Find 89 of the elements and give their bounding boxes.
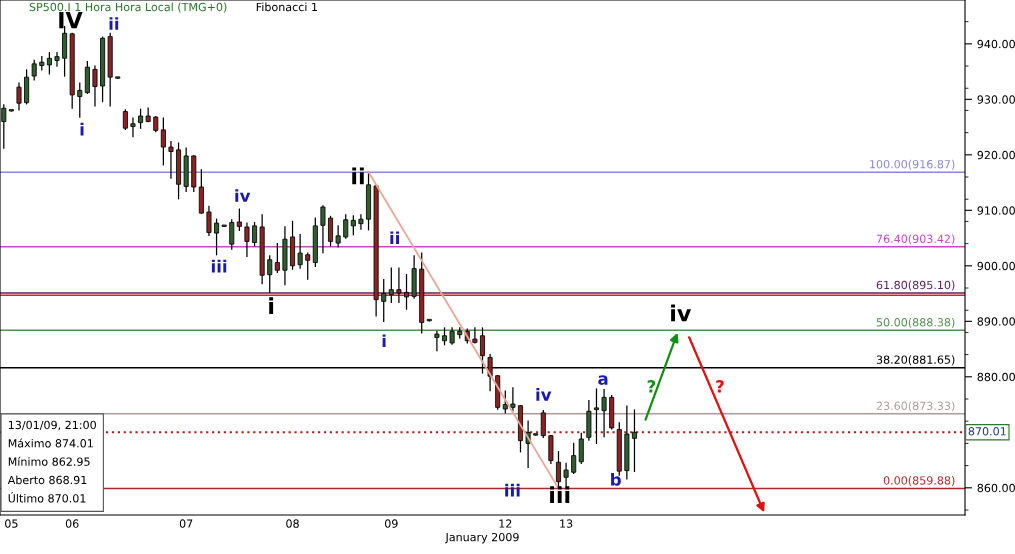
annotation: iv — [536, 387, 552, 401]
candlestick — [396, 267, 402, 304]
candlestick — [404, 274, 410, 310]
candlestick — [274, 243, 280, 274]
candlestick — [267, 255, 273, 294]
candlestick — [578, 432, 584, 465]
annotation: ? — [647, 380, 656, 393]
annotation: ii — [390, 231, 399, 245]
x-tick-label: 09 — [384, 519, 398, 528]
candlestick — [214, 218, 220, 256]
candlestick — [472, 327, 478, 344]
candlestick — [236, 208, 242, 231]
annotation: iii — [211, 259, 227, 273]
candlestick — [46, 52, 52, 75]
ref-line-label: 870.01 — [968, 427, 1006, 436]
y-tick-label: 930.00 — [977, 95, 1015, 104]
chart-subtitle: Fibonacci 1 — [256, 2, 317, 12]
ref-line-label: 100.00(916.87) — [870, 159, 955, 170]
candlestick — [540, 410, 546, 438]
annotation: ii — [109, 17, 119, 30]
candlestick — [563, 462, 569, 488]
annotation: b — [611, 472, 621, 486]
y-tick-label: 940.00 — [977, 39, 1015, 49]
candlestick — [229, 219, 235, 250]
chart-title: SP500.I 1 Hora Hora Local (TMG+0) — [29, 2, 227, 13]
annotation: Máximo 874.01 — [8, 438, 93, 448]
candlestick — [244, 222, 250, 258]
annotation: i — [269, 297, 274, 315]
candlestick — [168, 140, 174, 179]
candlestick — [434, 330, 440, 352]
annotation: i — [382, 334, 386, 348]
ref-line-label: 61.80(895.10) — [876, 280, 955, 291]
annotation: iv — [671, 304, 692, 322]
candlestick — [358, 214, 364, 230]
candlestick — [593, 388, 599, 445]
x-tick-label: 12 — [499, 519, 512, 528]
candlestick — [631, 409, 637, 473]
ref-line-label: 38.20(881.65) — [876, 355, 955, 366]
candlestick — [388, 267, 394, 304]
candlestick — [305, 252, 311, 280]
annotation: Último 870.01 — [8, 492, 86, 503]
candlestick — [381, 279, 387, 322]
annotation: Mínimo 862.95 — [8, 456, 90, 466]
y-tick-label: 860.00 — [977, 483, 1015, 493]
annotation: ? — [716, 380, 724, 393]
annotation: i — [80, 122, 84, 136]
candlestick — [350, 215, 356, 236]
candlestick — [160, 117, 166, 166]
candlestick — [510, 387, 516, 412]
annotation: iii — [550, 486, 570, 504]
x-tick-label: 06 — [65, 519, 79, 528]
candlestick — [297, 234, 303, 269]
annotation: iv — [235, 189, 251, 202]
x-tick-label: 07 — [179, 519, 193, 528]
candlestick — [571, 442, 577, 475]
y-tick-label: 880.00 — [977, 372, 1015, 382]
y-tick-label: 920.00 — [977, 150, 1015, 160]
y-tick-label: 900.00 — [977, 261, 1015, 271]
candlestick — [16, 82, 22, 111]
candlestick — [77, 82, 83, 118]
candlestick — [54, 52, 60, 67]
ref-line-label: 23.60(873.33) — [876, 401, 955, 412]
annotation: 13/01/09, 21:00 — [8, 420, 96, 431]
ref-line-label: 50.00(888.38) — [876, 317, 955, 328]
candlestick — [130, 117, 136, 138]
y-tick-label: 910.00 — [977, 206, 1015, 215]
x-tick-label: 08 — [286, 519, 299, 528]
annotation: Aberto 868.91 — [7, 475, 87, 485]
candlestick — [320, 205, 326, 254]
y-tick-label: 890.00 — [977, 317, 1015, 326]
x-tick-label: 13 — [560, 519, 573, 528]
candlestick — [122, 109, 128, 130]
x-tick-label: 05 — [5, 519, 18, 528]
ref-line-label: 0.00(859.88) — [883, 476, 955, 486]
candlestick — [252, 221, 258, 247]
candlestick — [335, 225, 341, 248]
candlestick — [206, 205, 212, 236]
annotation: a — [598, 375, 608, 385]
candlestick — [502, 390, 508, 414]
candlestick — [328, 215, 334, 247]
annotation: ii — [352, 167, 364, 185]
x-axis-title: January 2009 — [444, 532, 519, 544]
candlestick — [138, 108, 144, 129]
ref-line-label: 76.40(903.42) — [876, 234, 955, 245]
candlestick — [343, 214, 349, 239]
annotation: IV — [59, 12, 83, 29]
candlestick — [601, 388, 607, 438]
candlestick — [31, 59, 37, 81]
candlestick — [92, 65, 98, 107]
